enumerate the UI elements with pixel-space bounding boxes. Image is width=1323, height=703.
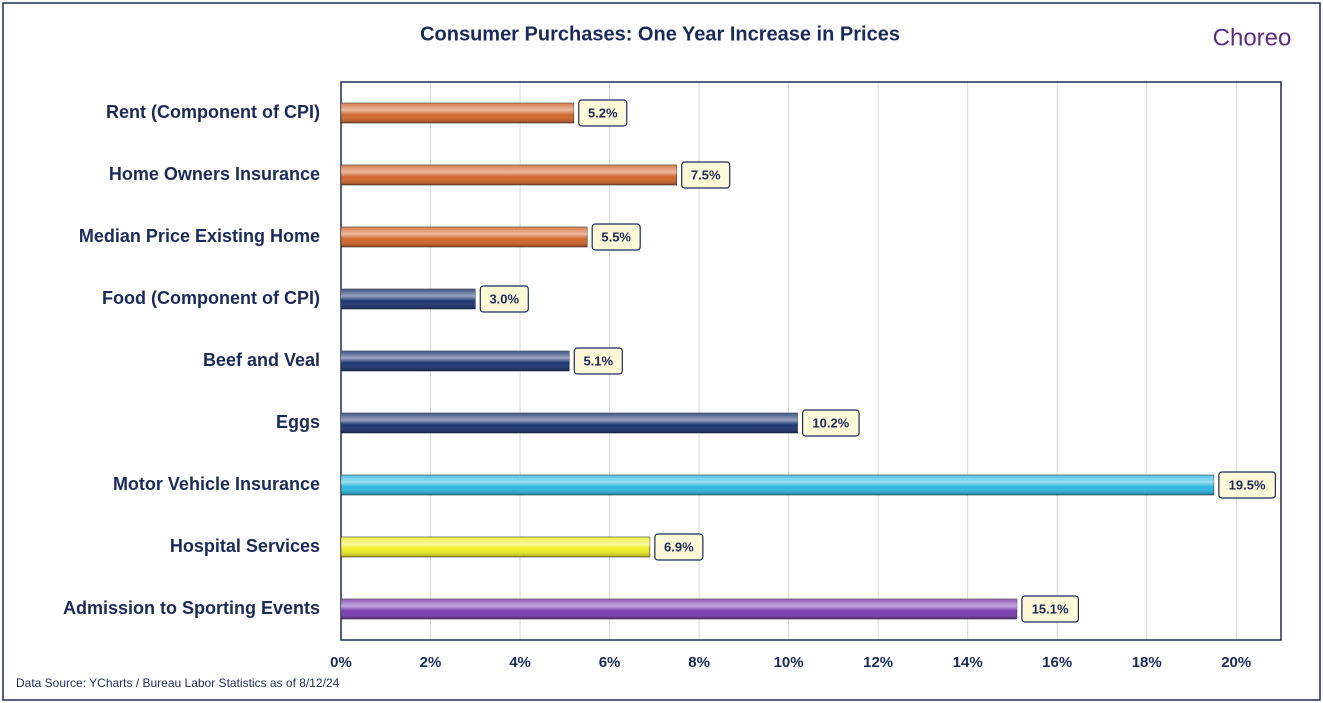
x-tick-label: 0% bbox=[330, 654, 352, 671]
value-label-box bbox=[1021, 595, 1080, 623]
value-label-box bbox=[591, 223, 641, 251]
value-label: 7.5% bbox=[691, 167, 721, 182]
value-label-box bbox=[801, 409, 860, 437]
x-tick-label: 20% bbox=[1221, 654, 1251, 671]
x-tick-label: 12% bbox=[863, 654, 893, 671]
bar-shine bbox=[341, 599, 1017, 619]
source-note: Data Source: YCharts / Bureau Labor Stat… bbox=[16, 676, 340, 690]
bar-shine bbox=[341, 475, 1214, 495]
value-label: 5.1% bbox=[583, 353, 613, 368]
logo: Choreo bbox=[1213, 24, 1292, 51]
x-tick-label: 14% bbox=[953, 654, 983, 671]
chart-title: Consumer Purchases: One Year Increase in… bbox=[420, 23, 900, 45]
value-label-box bbox=[681, 161, 731, 189]
y-tick-label: Rent (Component of CPI) bbox=[106, 102, 320, 122]
y-tick-label: Home Owners Insurance bbox=[109, 164, 320, 184]
bar-shine bbox=[341, 165, 677, 185]
x-tick-label: 6% bbox=[599, 654, 621, 671]
y-tick-label: Motor Vehicle Insurance bbox=[113, 474, 320, 494]
value-label: 5.5% bbox=[601, 229, 631, 244]
bar-shine bbox=[341, 289, 476, 309]
y-tick-label: Eggs bbox=[276, 412, 320, 432]
bar-shine bbox=[341, 227, 588, 247]
value-label: 5.2% bbox=[588, 105, 618, 120]
value-label: 15.1% bbox=[1032, 601, 1069, 616]
y-tick-label: Beef and Veal bbox=[203, 350, 320, 370]
value-label-box bbox=[654, 533, 704, 561]
x-tick-label: 8% bbox=[688, 654, 710, 671]
x-tick-label: 16% bbox=[1042, 654, 1072, 671]
value-label: 6.9% bbox=[664, 539, 694, 554]
value-label: 19.5% bbox=[1229, 477, 1266, 492]
bar-shine bbox=[341, 351, 570, 371]
value-label-box bbox=[573, 347, 623, 375]
y-tick-label: Food (Component of CPI) bbox=[102, 288, 320, 308]
y-tick-label: Median Price Existing Home bbox=[79, 226, 320, 246]
value-label-box bbox=[1218, 471, 1276, 499]
bar-shine bbox=[341, 537, 650, 557]
bar-shine bbox=[341, 103, 574, 123]
value-label: 3.0% bbox=[489, 291, 519, 306]
x-tick-label: 2% bbox=[420, 654, 442, 671]
value-label-box bbox=[578, 99, 628, 127]
x-tick-label: 18% bbox=[1132, 654, 1162, 671]
y-tick-label: Admission to Sporting Events bbox=[63, 598, 320, 618]
value-label: 10.2% bbox=[812, 415, 849, 430]
x-tick-label: 4% bbox=[509, 654, 531, 671]
y-tick-label: Hospital Services bbox=[170, 536, 320, 556]
value-label-box bbox=[479, 285, 529, 313]
bar-shine bbox=[341, 413, 798, 433]
x-tick-label: 10% bbox=[774, 654, 804, 671]
